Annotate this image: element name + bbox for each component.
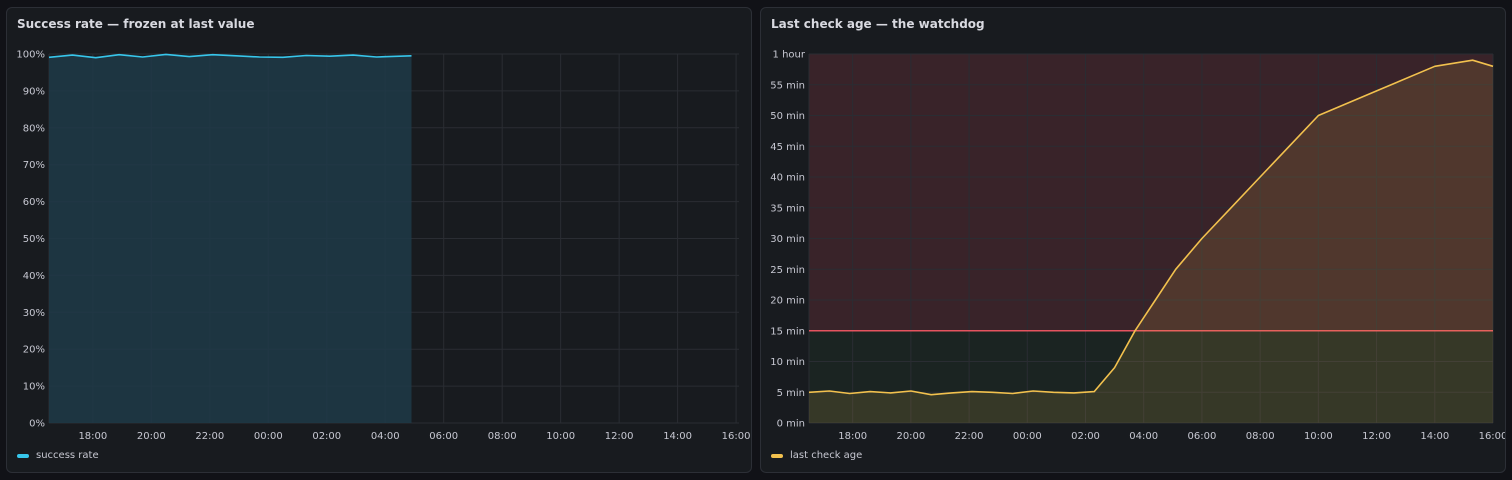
- y-tick-label: 45 min: [770, 142, 805, 153]
- legend[interactable]: last check age: [771, 450, 862, 461]
- threshold-band-alert: [809, 54, 1493, 331]
- x-tick-label: 08:00: [1246, 431, 1275, 442]
- y-tick-label: 15 min: [770, 326, 805, 337]
- y-tick-label: 5 min: [777, 388, 805, 399]
- x-tick-label: 06:00: [1188, 431, 1217, 442]
- legend[interactable]: success rate: [17, 450, 99, 461]
- series-line: [48, 53, 412, 59]
- series-line: [808, 59, 1494, 396]
- series-area: [809, 60, 1493, 423]
- x-tick-label: 14:00: [663, 431, 692, 442]
- y-tick-label: 40 min: [770, 173, 805, 184]
- panel-title[interactable]: Last check age — the watchdog: [771, 17, 985, 31]
- x-tick-label: 02:00: [312, 431, 341, 442]
- success-rate-chart: 0% 10% 20% 30% 40% 50% 60% 70% 80% 90% 100% 18:00 20…: [16, 50, 751, 443]
- legend-swatch: [771, 453, 783, 458]
- x-tick-label: 00:00: [254, 431, 283, 442]
- y-tick-label: 50%: [23, 234, 45, 245]
- y-tick-label: 70%: [23, 160, 45, 171]
- last-check-age-chart: 0 min 5 min 10 min 15 min 20 min 25 min 30 min…: [770, 50, 1506, 443]
- y-tick-label: 35 min: [770, 203, 805, 214]
- x-tick-label: 04:00: [1129, 431, 1158, 442]
- y-tick-label: 100%: [16, 50, 45, 61]
- y-tick-label: 0 min: [777, 419, 805, 430]
- y-tick-label: 40%: [23, 271, 45, 282]
- x-tick-label: 20:00: [896, 431, 925, 442]
- x-tick-label: 00:00: [1013, 431, 1042, 442]
- y-tick-label: 90%: [23, 86, 45, 97]
- success-rate-panel[interactable]: Success rate — frozen at last value 0% 10…: [6, 7, 752, 473]
- x-tick-label: 12:00: [605, 431, 634, 442]
- y-tick-label: 20 min: [770, 296, 805, 307]
- panel-title[interactable]: Success rate — frozen at last value: [17, 17, 255, 31]
- x-tick-label: 06:00: [429, 431, 458, 442]
- x-tick-label: 12:00: [1362, 431, 1391, 442]
- y-tick-label: 30%: [23, 308, 45, 319]
- x-tick-label: 08:00: [488, 431, 517, 442]
- legend-label[interactable]: success rate: [36, 450, 99, 461]
- y-tick-label: 1 hour: [773, 50, 806, 61]
- x-tick-label: 02:00: [1071, 431, 1100, 442]
- last-check-age-panel[interactable]: Last check age — the watchdog 0 min 5 min…: [760, 7, 1506, 473]
- y-tick-label: 10 min: [770, 357, 805, 368]
- y-tick-label: 25 min: [770, 265, 805, 276]
- legend-label[interactable]: last check age: [790, 450, 863, 461]
- y-tick-label: 10%: [23, 382, 45, 393]
- threshold-band-ok: [809, 330, 1493, 423]
- y-tick-label: 0%: [29, 419, 45, 430]
- x-tick-label: 22:00: [955, 431, 984, 442]
- x-tick-label: 22:00: [195, 431, 224, 442]
- legend-swatch: [17, 453, 29, 458]
- x-tick-label: 18:00: [838, 431, 867, 442]
- series-area: [49, 54, 412, 424]
- x-tick-label: 16:00: [1479, 431, 1506, 442]
- y-tick-label: 80%: [23, 123, 45, 134]
- x-tick-label: 10:00: [546, 431, 575, 442]
- x-tick-label: 14:00: [1420, 431, 1449, 442]
- x-tick-label: 18:00: [78, 431, 107, 442]
- y-tick-label: 60%: [23, 197, 45, 208]
- x-tick-label: 04:00: [371, 431, 400, 442]
- y-tick-label: 55 min: [770, 80, 805, 91]
- y-tick-label: 20%: [23, 345, 45, 356]
- x-tick-label: 10:00: [1304, 431, 1333, 442]
- x-tick-label: 20:00: [137, 431, 166, 442]
- y-tick-label: 50 min: [770, 111, 805, 122]
- x-tick-label: 16:00: [722, 431, 751, 442]
- y-tick-label: 30 min: [770, 234, 805, 245]
